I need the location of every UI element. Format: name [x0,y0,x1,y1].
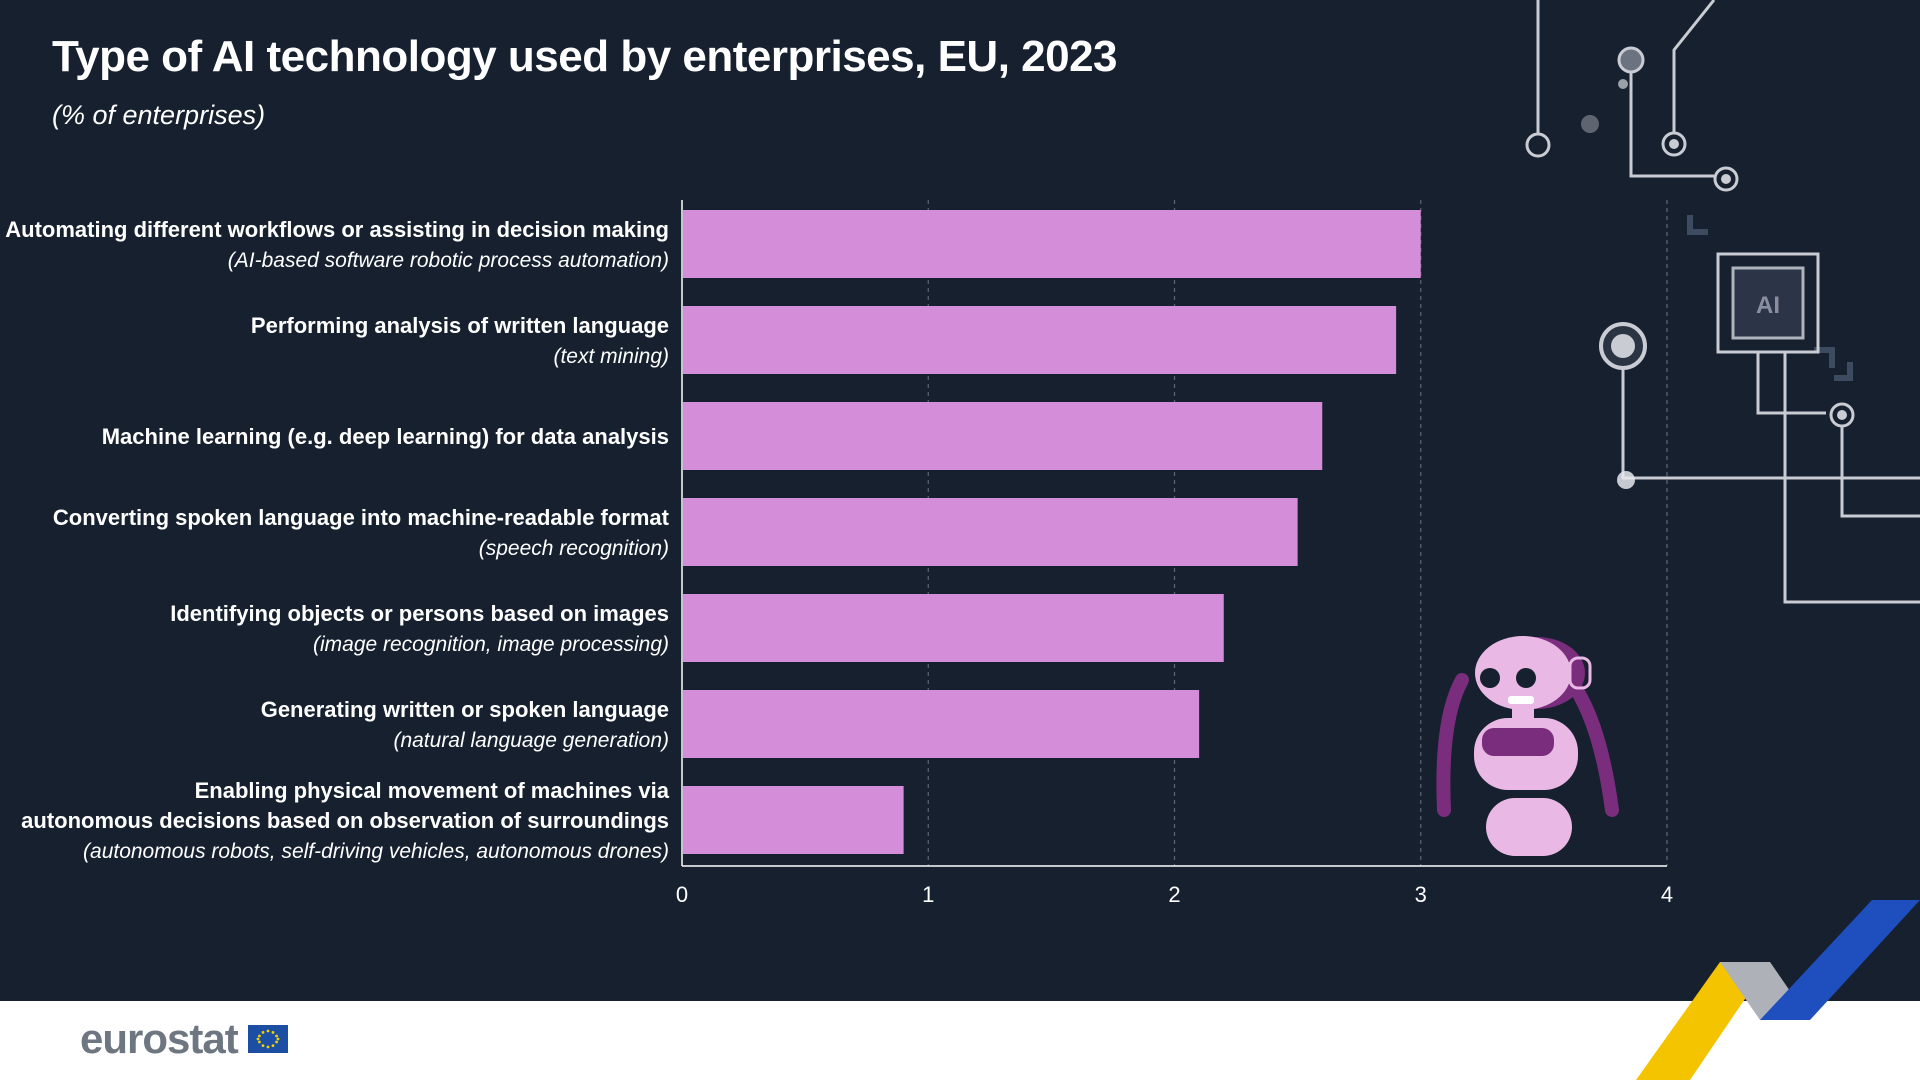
category-label: Identifying objects or persons based on … [170,601,669,626]
category-note: (image recognition, image processing) [313,633,669,656]
category-label: Converting spoken language into machine-… [53,505,670,530]
eu-stars-icon [256,1029,280,1049]
category-note: (natural language generation) [393,729,669,752]
bar-chart: 0 1 2 3 4 Automating different workflows or … [5,200,1673,907]
x-tick-label: 3 [1415,882,1427,907]
category-note: (text mining) [553,345,669,368]
chart-subtitle: (% of enterprises) [52,100,266,130]
bar [683,402,1323,470]
bar [683,210,1421,278]
category-label: Automating different workflows or assist… [5,217,669,242]
category-label: Enabling physical movement of machines v… [195,778,670,803]
category-label: Machine learning (e.g. deep learning) fo… [102,424,669,449]
eurostat-logo[interactable]: eurostat [80,1015,239,1062]
x-tick-label: 4 [1661,882,1673,907]
bars [683,210,1421,854]
bar [683,306,1397,374]
eu-flag-icon [248,1025,288,1053]
category-labels: Automating different workflows or assist… [5,217,670,863]
bar [683,594,1224,662]
x-tick-label: 0 [676,882,688,907]
footer: eurostat [0,1001,1920,1080]
category-note: (speech recognition) [479,537,669,560]
x-tick-label: 2 [1168,882,1180,907]
category-label: Generating written or spoken language [261,697,669,722]
category-note: (AI-based software robotic process autom… [228,249,669,272]
chart-title: Type of AI technology used by enterprise… [52,32,1118,81]
x-tick-label: 1 [922,882,934,907]
bar [683,786,904,854]
bar [683,690,1200,758]
category-label: Performing analysis of written language [251,313,669,338]
bar [683,498,1298,566]
category-note: (autonomous robots, self-driving vehicle… [83,840,669,863]
category-label: autonomous decisions based on observatio… [21,808,669,833]
x-axis: 0 1 2 3 4 [676,200,1673,907]
